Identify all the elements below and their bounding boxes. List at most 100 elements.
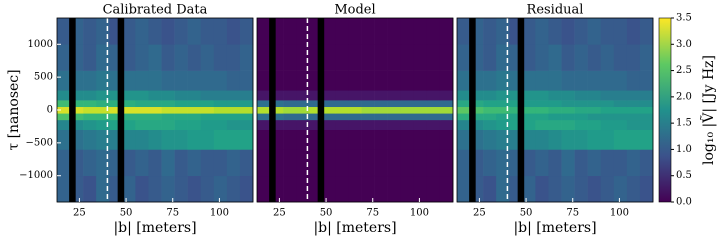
- heatmap-cell: [148, 119, 162, 131]
- heatmap-cell: [361, 113, 375, 121]
- heatmap-cell: [626, 106, 641, 114]
- heatmap-cell: [70, 113, 84, 121]
- heatmap-cell: [439, 44, 454, 71]
- heatmap-cell: [161, 106, 175, 114]
- heatmap-cell: [135, 106, 149, 114]
- heatmap-cell: [187, 44, 202, 71]
- heatmap-cell: [413, 175, 428, 203]
- heatmap-cell: [413, 90, 428, 101]
- heatmap-cell: [626, 90, 641, 101]
- heatmap-cell: [496, 100, 510, 108]
- heatmap-cell: [457, 70, 471, 91]
- heatmap-cell: [135, 70, 149, 91]
- heatmap-cell: [257, 106, 271, 114]
- heatmap-cell: [439, 149, 454, 177]
- heatmap-cell: [187, 149, 202, 177]
- heatmap-cell: [639, 175, 654, 203]
- colorbar-label: log₁₀ |Ṽ| [Jy Hz]: [699, 55, 717, 165]
- heatmap-cell: [457, 175, 471, 203]
- heatmap-cell: [548, 100, 562, 108]
- heatmap-cell: [535, 106, 549, 114]
- heatmap-cell: [348, 175, 362, 203]
- heatmap-cell: [535, 119, 549, 131]
- heatmap-cell: [322, 149, 336, 177]
- heatmap-cell: [626, 70, 641, 91]
- heatmap-cell: [413, 129, 428, 150]
- y-axis-label: τ [nanosec]: [6, 69, 22, 150]
- heatmap-cell: [400, 149, 415, 177]
- heatmap-cell: [613, 175, 628, 203]
- heatmap-cell: [470, 100, 484, 108]
- heatmap-cell: [122, 129, 136, 150]
- heatmap-cell: [335, 106, 349, 114]
- heatmap-cell: [348, 106, 362, 114]
- heatmap-cell: [439, 18, 454, 45]
- heatmap-cell: [413, 100, 428, 108]
- y-tick-label: 500: [34, 72, 53, 83]
- heatmap-cell: [400, 106, 415, 114]
- heatmap-cell: [309, 90, 323, 101]
- heatmap-cell: [57, 100, 71, 108]
- heatmap-cell: [387, 129, 402, 150]
- heatmap-cell: [626, 44, 641, 71]
- heatmap-cell: [509, 90, 523, 101]
- heatmap-cell: [522, 90, 536, 101]
- heatmap-cell: [213, 119, 228, 131]
- heatmap-cell: [439, 113, 454, 121]
- heatmap-cell: [174, 119, 188, 131]
- heatmap-cell: [426, 90, 441, 101]
- heatmap-cell: [613, 119, 628, 131]
- heatmap-cell: [457, 90, 471, 101]
- heatmap-cell: [257, 70, 271, 91]
- heatmap-cell: [213, 106, 228, 114]
- colorbar-tick-label: 2.5: [676, 65, 692, 76]
- heatmap-cell: [109, 106, 123, 114]
- heatmap-cell: [122, 119, 136, 131]
- flagged-band: [517, 18, 525, 202]
- heatmap-cell: [639, 44, 654, 71]
- colorbar-tick-label: 0.0: [676, 197, 692, 208]
- heatmap-cell: [426, 175, 441, 203]
- heatmap-cell: [496, 119, 510, 131]
- heatmap-cell: [122, 44, 136, 71]
- heatmap-cell: [561, 113, 575, 121]
- heatmap-cell: [587, 100, 602, 108]
- heatmap-cell: [200, 106, 215, 114]
- heatmap-cell: [574, 175, 588, 203]
- heatmap-cell: [626, 175, 641, 203]
- panel-title: Model: [334, 3, 375, 18]
- heatmap-cell: [257, 149, 271, 177]
- x-tick-label: 25: [473, 208, 486, 219]
- heatmap-cell: [296, 18, 310, 45]
- heatmap-cell: [361, 129, 375, 150]
- heatmap-cell: [187, 106, 202, 114]
- heatmap-cell: [322, 106, 336, 114]
- heatmap-cell: [613, 18, 628, 45]
- heatmap-cell: [296, 70, 310, 91]
- heatmap-cell: [257, 18, 271, 45]
- heatmap-cell: [535, 175, 549, 203]
- heatmap-cell: [600, 100, 615, 108]
- heatmap-cell: [509, 119, 523, 131]
- heatmap-cell: [226, 113, 241, 121]
- heatmap-cell: [457, 119, 471, 131]
- heatmap-cell: [561, 119, 575, 131]
- heatmap-cell: [322, 100, 336, 108]
- heatmap-cell: [483, 129, 497, 150]
- heatmap-cell: [257, 175, 271, 203]
- heatmap-cell: [535, 90, 549, 101]
- heatmap-cell: [348, 119, 362, 131]
- heatmap-cell: [135, 90, 149, 101]
- heatmap-cell: [283, 18, 297, 45]
- heatmap-cell: [335, 119, 349, 131]
- heatmap-cell: [161, 175, 175, 203]
- y-tick-label: −1000: [19, 170, 53, 181]
- heatmap-cell: [57, 119, 71, 131]
- heatmap-cell: [587, 149, 602, 177]
- heatmap-cell: [509, 106, 523, 114]
- heatmap-cell: [296, 44, 310, 71]
- heatmap-cell: [587, 119, 602, 131]
- heatmap-cell: [96, 18, 110, 45]
- heatmap-cell: [522, 175, 536, 203]
